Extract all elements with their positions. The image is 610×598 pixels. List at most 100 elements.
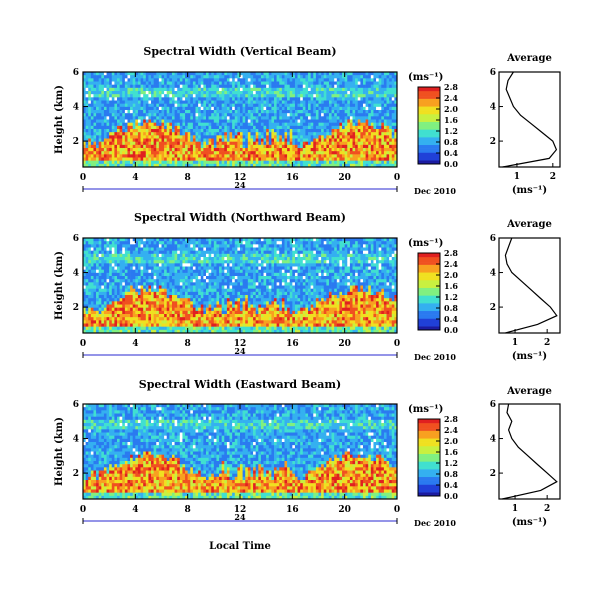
heatmap-cell — [242, 81, 246, 85]
heatmap-cell — [156, 241, 160, 245]
heatmap-cell — [117, 163, 120, 168]
heatmap-cell — [342, 144, 345, 149]
heatmap-cell — [135, 110, 139, 114]
heatmap-cell — [124, 295, 128, 299]
heatmap-cell — [166, 241, 170, 245]
heatmap-cell — [281, 119, 285, 123]
heatmap-cell — [360, 141, 364, 146]
heatmap-cell — [208, 135, 212, 139]
heatmap-cell — [140, 314, 144, 318]
heatmap-cell — [342, 72, 345, 76]
heatmap-cell — [114, 291, 118, 296]
heatmap-cell — [216, 141, 220, 146]
heatmap-cell — [339, 154, 343, 158]
heatmap-cell — [161, 160, 165, 165]
heatmap-cell — [378, 129, 382, 133]
heatmap-cell — [347, 160, 351, 165]
heatmap-cell — [310, 119, 314, 123]
heatmap-cell — [237, 154, 241, 158]
heatmap-cell — [143, 106, 147, 111]
heatmap-cell — [101, 119, 105, 123]
heatmap-cell — [349, 132, 353, 136]
heatmap-cell — [98, 304, 102, 308]
heatmap-cell — [386, 125, 390, 130]
heatmap-cell — [208, 81, 212, 85]
heatmap-cell — [292, 122, 296, 127]
heatmap-cell — [263, 125, 267, 130]
heatmap-cell — [179, 250, 183, 255]
heatmap-cell — [376, 100, 379, 104]
heatmap-cell — [357, 151, 361, 155]
colorbar-step — [418, 127, 440, 130]
heatmap-cell — [135, 135, 139, 139]
heatmap-cell — [171, 276, 175, 280]
heatmap-cell — [96, 329, 99, 334]
heatmap-cell — [132, 151, 136, 155]
heatmap-cell — [232, 132, 236, 136]
heatmap-cell — [240, 157, 243, 161]
heatmap-cell — [93, 163, 97, 168]
heatmap-cell — [279, 151, 283, 155]
heatmap-cell — [221, 72, 225, 76]
heatmap-cell — [158, 301, 162, 305]
heatmap-cell — [171, 329, 175, 334]
heatmap-cell — [198, 148, 202, 152]
heatmap-cell — [137, 247, 141, 251]
heatmap-cell — [85, 238, 89, 242]
heatmap-cell — [221, 91, 225, 95]
heatmap-cell — [260, 163, 264, 168]
heatmap-cell — [179, 113, 183, 117]
heatmap-cell — [342, 151, 345, 155]
heatmap-cell — [373, 110, 377, 114]
heatmap-cell — [130, 75, 134, 79]
heatmap-cell — [300, 132, 304, 136]
heatmap-cell — [182, 276, 186, 280]
heatmap-cell — [250, 110, 254, 114]
heatmap-cell — [127, 103, 131, 108]
heatmap-cell — [101, 148, 105, 152]
heatmap-cell — [127, 304, 131, 308]
heatmap-cell — [88, 307, 92, 312]
heatmap-cell — [93, 72, 97, 76]
heatmap-cell — [185, 125, 188, 130]
heatmap-cell — [114, 157, 118, 161]
heatmap-cell — [187, 310, 191, 315]
heatmap-cell — [260, 106, 264, 111]
heatmap-cell — [347, 144, 351, 149]
heatmap-cell — [130, 81, 134, 85]
heatmap-cell — [198, 100, 202, 104]
heatmap-cell — [109, 100, 113, 104]
heatmap-cell — [200, 78, 204, 82]
heatmap-cell — [166, 125, 170, 130]
heatmap-cell — [90, 329, 94, 334]
heatmap-cell — [161, 75, 165, 79]
heatmap-cell — [137, 163, 141, 168]
heatmap-cell — [174, 100, 178, 104]
heatmap-cell — [198, 151, 202, 155]
heatmap-cell — [166, 314, 170, 318]
heatmap-cell — [381, 81, 385, 85]
heatmap-cell — [90, 132, 94, 136]
heatmap-cell — [263, 84, 267, 89]
y-tick-label: 6 — [73, 68, 79, 78]
heatmap-cell — [192, 110, 196, 114]
heatmap-cell — [83, 238, 86, 242]
heatmap-cell — [294, 97, 298, 101]
heatmap-cell — [101, 100, 105, 104]
heatmap-cell — [276, 113, 280, 117]
heatmap-cell — [132, 282, 136, 286]
heatmap-cell — [143, 279, 147, 283]
heatmap-cell — [135, 106, 139, 111]
heatmap-cell — [143, 272, 147, 277]
heatmap-cell — [171, 129, 175, 133]
heatmap-cell — [360, 97, 364, 101]
heatmap-cell — [391, 81, 395, 85]
heatmap-cell — [143, 78, 147, 82]
heatmap-cell — [174, 304, 178, 308]
x-tick-label: 4 — [132, 173, 138, 183]
heatmap-cell — [103, 320, 107, 324]
heatmap-cell — [109, 304, 113, 308]
heatmap-cell — [174, 301, 178, 305]
heatmap-cell — [111, 247, 115, 251]
heatmap-cell — [321, 81, 325, 85]
